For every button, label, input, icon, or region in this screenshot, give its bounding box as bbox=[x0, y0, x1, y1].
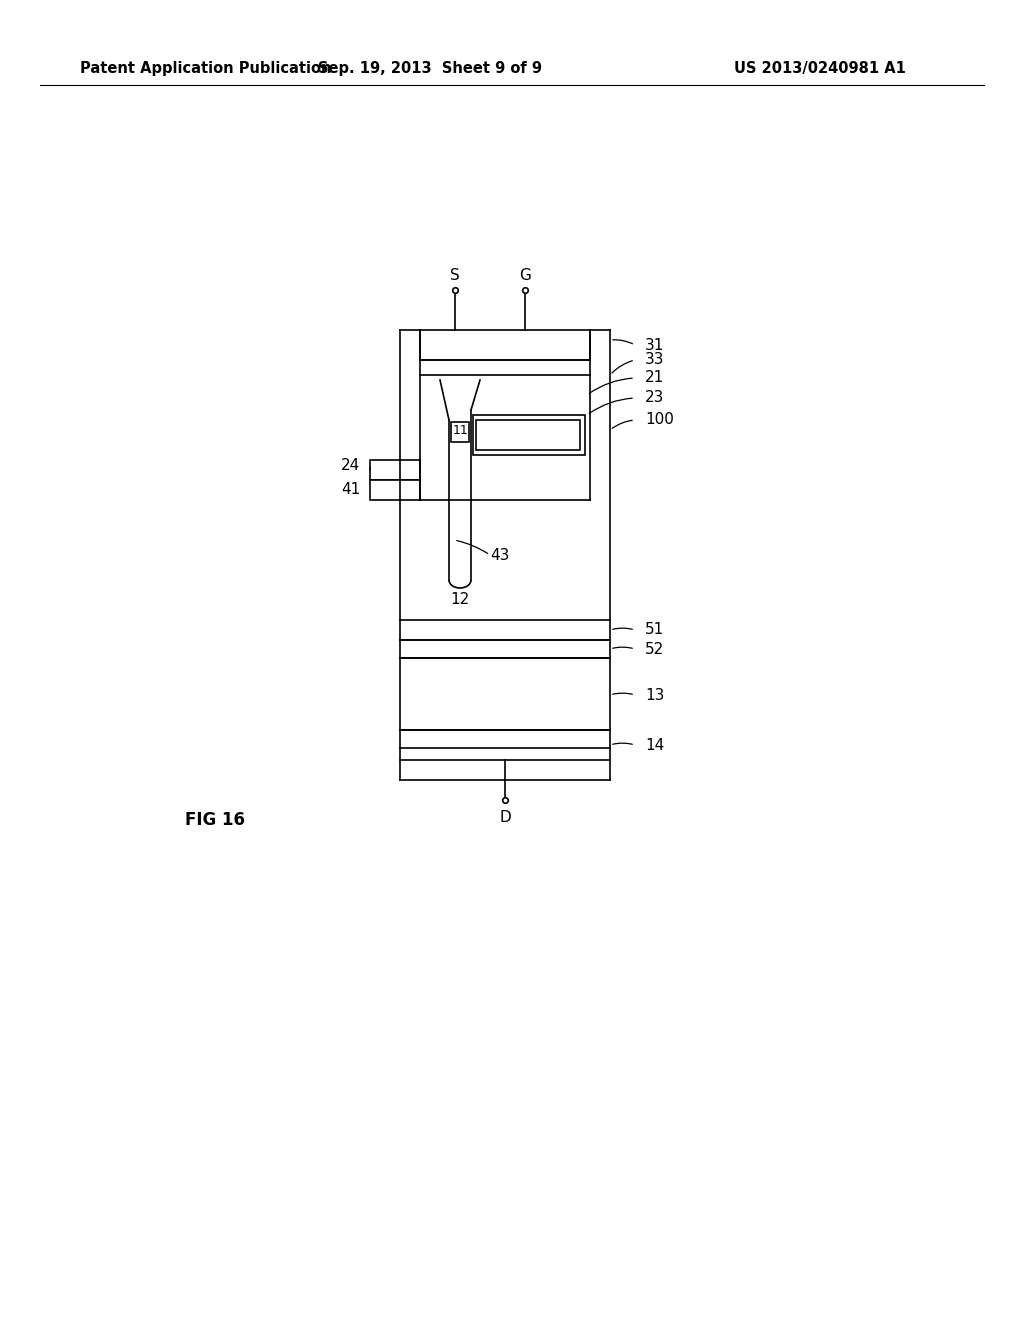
Bar bbox=[451, 422, 469, 442]
Text: 23: 23 bbox=[645, 391, 665, 405]
Text: 100: 100 bbox=[645, 412, 674, 428]
Text: Sep. 19, 2013  Sheet 9 of 9: Sep. 19, 2013 Sheet 9 of 9 bbox=[318, 61, 542, 75]
Text: S: S bbox=[451, 268, 460, 282]
Text: 13: 13 bbox=[645, 688, 665, 702]
Text: 43: 43 bbox=[490, 548, 509, 562]
Text: FIG 16: FIG 16 bbox=[185, 810, 245, 829]
Text: 31: 31 bbox=[645, 338, 665, 352]
Text: 14: 14 bbox=[645, 738, 665, 752]
Text: 24: 24 bbox=[341, 458, 360, 473]
Bar bbox=[370, 480, 420, 500]
Text: 11: 11 bbox=[453, 424, 469, 437]
Text: 33: 33 bbox=[645, 352, 665, 367]
Text: US 2013/0240981 A1: US 2013/0240981 A1 bbox=[734, 61, 906, 75]
Bar bbox=[370, 459, 420, 480]
Text: 12: 12 bbox=[450, 593, 469, 607]
Text: D: D bbox=[499, 810, 511, 825]
Bar bbox=[473, 414, 585, 455]
Text: Patent Application Publication: Patent Application Publication bbox=[80, 61, 332, 75]
Text: G: G bbox=[519, 268, 530, 282]
Text: 51: 51 bbox=[645, 623, 665, 638]
Bar bbox=[420, 330, 590, 360]
Text: 21: 21 bbox=[645, 371, 665, 385]
Text: 52: 52 bbox=[645, 642, 665, 656]
Text: 41: 41 bbox=[341, 483, 360, 498]
Bar bbox=[476, 420, 580, 450]
